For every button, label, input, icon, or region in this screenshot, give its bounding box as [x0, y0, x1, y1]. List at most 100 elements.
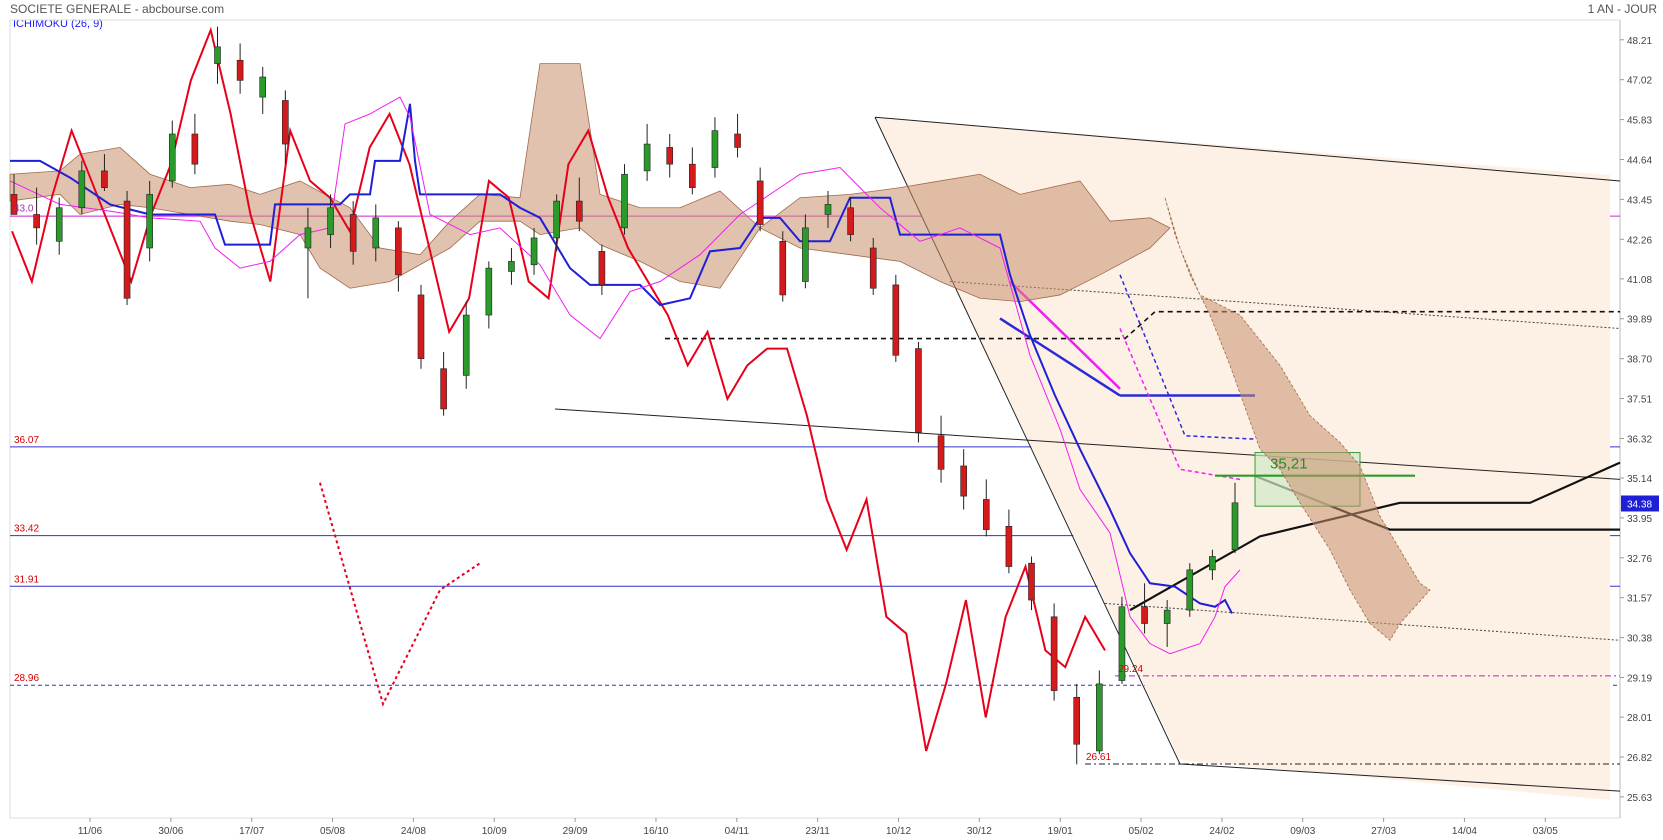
- candle-body: [1028, 562, 1035, 601]
- candlesticks: [10, 26, 1239, 765]
- candle-body: [1050, 616, 1058, 691]
- y-tick-label: 30.38: [1627, 634, 1652, 645]
- candle-body: [304, 227, 312, 249]
- x-tick-label: 11/06: [78, 826, 103, 837]
- y-tick-label: 41.08: [1627, 275, 1652, 286]
- x-tick-label: 27/03: [1371, 826, 1396, 837]
- chart-axes: 48.21 47.02 45.83 44.64 43.45 42.26 41.08 39.89…: [9, 19, 1652, 837]
- y-tick-label: 33.95: [1627, 514, 1652, 525]
- candle-body: [78, 170, 86, 209]
- x-tick-label: 04/11: [725, 826, 750, 837]
- middle-trendline: [554, 408, 1621, 480]
- candle-body: [485, 267, 493, 316]
- candle-body: [101, 170, 108, 188]
- candle-body: [937, 435, 945, 470]
- candle-body: [33, 214, 40, 229]
- y-tick-label: 37.51: [1627, 395, 1652, 406]
- candle-body: [123, 200, 131, 299]
- x-tick-label: 23/11: [806, 826, 831, 837]
- y-tick-label: 26.82: [1627, 753, 1652, 764]
- candle-body: [869, 247, 877, 289]
- x-tick-label: 10/09: [482, 826, 507, 837]
- ichimoku-cloud: [9, 63, 1431, 641]
- y-tick-label: 47.02: [1627, 76, 1652, 87]
- candle-body: [1141, 606, 1148, 624]
- candle-body: [417, 294, 425, 359]
- candle-body: [734, 133, 741, 148]
- lower-trendline: [1179, 763, 1621, 792]
- y-tick-label: 32.76: [1627, 554, 1652, 565]
- candle-body: [168, 133, 176, 182]
- cloud-area-left: [9, 63, 1171, 303]
- candle-body: [462, 314, 470, 376]
- candle-body: [1209, 556, 1216, 571]
- candle-body: [553, 200, 560, 239]
- y-tick-label: 36.32: [1627, 434, 1652, 445]
- candle-body: [915, 348, 922, 433]
- candle-body: [1096, 683, 1103, 752]
- candle-body: [214, 46, 221, 64]
- projected-kijun: [1119, 274, 1256, 440]
- y-tick-label: 42.26: [1627, 235, 1652, 246]
- y-tick-label: 31.57: [1627, 594, 1652, 605]
- candle-body: [689, 163, 696, 188]
- y-tick-label: 29.19: [1627, 674, 1652, 685]
- candle-body: [824, 204, 832, 215]
- candle-body: [960, 465, 967, 497]
- y-tick-label: 45.83: [1627, 116, 1652, 127]
- level-label: 31.91: [14, 574, 39, 585]
- candle-body: [282, 100, 289, 145]
- y-tick-label: 28.01: [1627, 713, 1652, 724]
- level-label: 28.96: [14, 673, 39, 684]
- candle-body: [1005, 525, 1013, 567]
- y-tick-label: 35.14: [1627, 474, 1652, 485]
- candle-body: [1118, 606, 1126, 681]
- candle-body: [10, 194, 18, 215]
- candle-body: [55, 207, 63, 242]
- candle-body: [892, 284, 900, 356]
- candle-body: [779, 240, 787, 296]
- x-tick-label: 03/05: [1533, 826, 1558, 837]
- last-price-label: 34.38: [1627, 499, 1652, 510]
- x-tick-label: 24/08: [401, 826, 426, 837]
- support-2924-label: 29.24: [1118, 664, 1143, 675]
- x-tick-label: 05/08: [320, 826, 345, 837]
- candle-body: [372, 217, 380, 249]
- cloud-area-right: [1164, 197, 1431, 641]
- candle-body: [349, 214, 357, 252]
- last-price-tag: [1621, 495, 1659, 512]
- candle-body: [575, 200, 583, 222]
- x-tick-label: 16/10: [643, 826, 668, 837]
- candle-body: [236, 59, 244, 81]
- x-tick-label: 10/12: [886, 826, 911, 837]
- candle-body: [440, 368, 447, 410]
- candle-body: [756, 180, 764, 225]
- candle-body: [395, 227, 402, 276]
- candle-body: [666, 147, 674, 165]
- upper-trendline: [874, 116, 1621, 182]
- candle-body: [508, 261, 515, 272]
- red-dotted-v: [319, 482, 481, 707]
- projected-tenkan: [1119, 328, 1241, 481]
- candle-body: [621, 173, 628, 229]
- level-label: 36.07: [14, 435, 39, 446]
- x-tick-label: 05/02: [1129, 826, 1154, 837]
- chart-title: SOCIETE GENERALE - abcbourse.com: [10, 2, 225, 16]
- candle-body: [191, 133, 199, 165]
- y-tick-label: 44.64: [1627, 155, 1652, 166]
- candle-body: [1073, 696, 1081, 745]
- y-tick-label: 38.70: [1627, 355, 1652, 366]
- period-label[interactable]: 1 AN - JOUR: [1587, 2, 1657, 16]
- y-tick-label: 39.89: [1627, 315, 1652, 326]
- annotations: 35,21 29.24 26.61 43.0 34.38: [14, 203, 1659, 763]
- x-tick-label: 24/02: [1209, 826, 1234, 837]
- candle-body: [982, 499, 990, 530]
- support-2661-label: 26.61: [1086, 752, 1111, 763]
- x-tick-label: 14/04: [1452, 826, 1477, 837]
- x-tick-label: 30/12: [967, 826, 992, 837]
- candle-body: [847, 207, 854, 235]
- tenkan-line: [9, 96, 1241, 655]
- y-tick-label: 48.21: [1627, 36, 1652, 47]
- target-value-label: 35,21: [1270, 456, 1308, 473]
